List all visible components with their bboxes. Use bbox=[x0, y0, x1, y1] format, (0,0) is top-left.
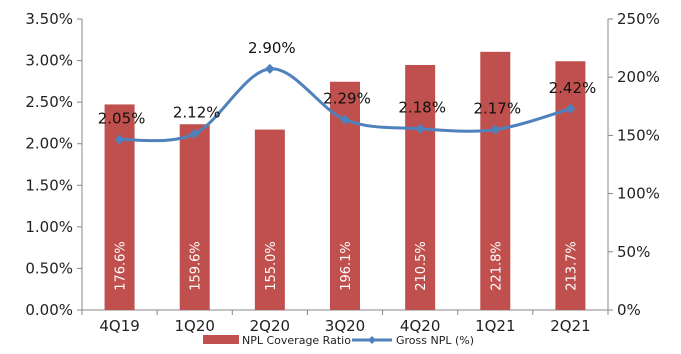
line-data-label: 2.05% bbox=[98, 110, 146, 128]
right-tick-label: 100% bbox=[617, 185, 660, 203]
x-tick-label: 4Q19 bbox=[99, 317, 139, 335]
left-tick-label: 3.00% bbox=[25, 52, 73, 70]
bar-data-label: 159.6% bbox=[189, 241, 204, 291]
left-tick-label: 1.00% bbox=[25, 218, 73, 236]
bar-2Q21 bbox=[555, 61, 586, 310]
line-point-2Q21 bbox=[565, 103, 576, 114]
x-tick-label: 3Q20 bbox=[325, 317, 365, 335]
bar-data-label: 213.7% bbox=[564, 241, 579, 291]
x-tick-label: 4Q20 bbox=[400, 317, 440, 335]
left-tick-label: 1.50% bbox=[25, 176, 73, 194]
bar-4Q20 bbox=[405, 64, 436, 310]
bar-data-label: 155.0% bbox=[264, 241, 279, 291]
line-point-1Q21 bbox=[490, 124, 501, 135]
bar-data-label: 221.8% bbox=[489, 241, 504, 291]
line-data-label: 2.90% bbox=[248, 39, 296, 57]
left-tick-label: 0.00% bbox=[25, 301, 73, 319]
line-series-gross-npl: 2.05% 2.12% 2.90% 2.29% 2.18% 2.17% 2.42% bbox=[98, 39, 597, 145]
line-data-label: 2.18% bbox=[398, 99, 446, 117]
x-tick-label: 2Q21 bbox=[550, 317, 590, 335]
right-tick-label: 150% bbox=[617, 126, 660, 144]
line-point-2Q20 bbox=[264, 63, 275, 74]
line-point-4Q20 bbox=[415, 123, 426, 134]
bar-2Q20 bbox=[254, 129, 285, 310]
right-tick-label: 200% bbox=[617, 68, 660, 86]
left-tick-label: 2.50% bbox=[25, 93, 73, 111]
x-tick-label: 1Q20 bbox=[174, 317, 214, 335]
x-axis: 4Q19 1Q20 2Q20 3Q20 4Q20 1Q21 2Q21 bbox=[81, 310, 609, 335]
line-point-3Q20 bbox=[340, 114, 350, 125]
legend-line-marker bbox=[368, 336, 376, 344]
x-tick-label: 1Q21 bbox=[475, 317, 515, 335]
line-point-1Q20 bbox=[189, 128, 200, 139]
right-tick-label: 0% bbox=[617, 301, 641, 319]
line-data-label: 2.29% bbox=[323, 90, 371, 108]
right-tick-label: 50% bbox=[617, 243, 650, 261]
left-tick-label: 0.50% bbox=[25, 259, 73, 277]
line-data-label: 2.17% bbox=[473, 100, 521, 118]
legend-label-coverage: NPL Coverage Ratio bbox=[242, 334, 351, 347]
legend-label-gross-npl: Gross NPL (%) bbox=[396, 334, 474, 347]
right-tick-label: 250% bbox=[617, 10, 660, 28]
legend-bar-swatch bbox=[203, 335, 239, 344]
left-tick-label: 2.00% bbox=[25, 135, 73, 153]
right-y-axis: 0% 50% 100% 150% 200% 250% bbox=[608, 10, 660, 319]
bar-data-label: 210.5% bbox=[414, 241, 429, 291]
bar-1Q20 bbox=[179, 124, 210, 310]
legend: NPL Coverage Ratio Gross NPL (%) bbox=[203, 334, 474, 347]
line-data-label: 2.42% bbox=[549, 79, 597, 97]
left-y-axis: 0.00% 0.50% 1.00% 1.50% 2.00% 2.50% 3.00% 3.50% bbox=[25, 10, 82, 319]
line-point-4Q19 bbox=[114, 134, 125, 145]
x-tick-label: 2Q20 bbox=[250, 317, 290, 335]
bar-data-label: 196.1% bbox=[339, 241, 354, 291]
bar-1Q21 bbox=[480, 51, 511, 310]
line-data-label: 2.12% bbox=[173, 104, 221, 122]
bar-data-label: 176.6% bbox=[114, 241, 129, 291]
left-tick-label: 3.50% bbox=[25, 10, 73, 28]
